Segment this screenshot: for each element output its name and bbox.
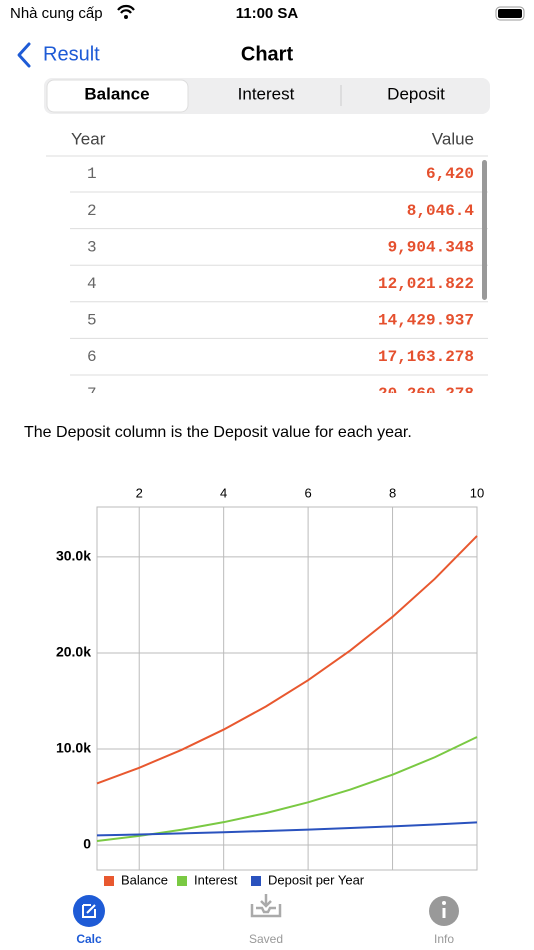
calc-glyph: [82, 904, 96, 918]
year-cell: 1: [87, 165, 97, 183]
scroll-indicator: [482, 160, 487, 300]
x-tick-label: 2: [136, 485, 143, 500]
value-cell: 14,429.937: [378, 312, 474, 330]
segment[interactable]: Deposit: [387, 84, 445, 103]
legend-swatch: [251, 876, 261, 886]
x-tick-label: 6: [304, 485, 311, 500]
table-header: Value: [432, 129, 474, 148]
y-tick-label: 10.0k: [56, 740, 91, 756]
x-tick-label: 8: [389, 485, 396, 500]
saved-icon[interactable]: [250, 894, 282, 918]
battery: [495, 6, 525, 21]
year-cell: 5: [87, 312, 97, 330]
back-chevron[interactable]: [17, 42, 31, 68]
wifi-dot: [124, 15, 128, 19]
y-tick-label: 0: [83, 836, 91, 852]
value-cell: 20,260.278: [378, 385, 474, 403]
value-cell: 6,420: [426, 165, 474, 183]
year-cell: 6: [87, 348, 97, 366]
year-cell: 3: [87, 238, 97, 256]
series-line: [96, 736, 478, 842]
series-line: [96, 535, 478, 785]
y-tick-label: 20.0k: [56, 644, 91, 660]
tab-label[interactable]: Info: [434, 932, 454, 946]
value-cell: 8,046.4: [407, 202, 475, 220]
year-cell: 2: [87, 202, 97, 220]
note: The Deposit column is the Deposit value …: [24, 424, 412, 441]
tab-label[interactable]: Calc: [76, 932, 102, 946]
series-line: [96, 821, 478, 837]
plot-frame: [96, 506, 478, 871]
y-tick-label: 30.0k: [56, 548, 91, 564]
legend-label: Interest: [194, 872, 238, 887]
year-cell: 7: [87, 385, 97, 403]
table-header: Year: [71, 129, 106, 148]
x-tick-label: 10: [470, 485, 484, 500]
info-glyph: [442, 908, 446, 918]
legend-swatch: [104, 876, 114, 886]
segment[interactable]: Balance: [84, 84, 149, 103]
value-cell: 12,021.822: [378, 275, 474, 293]
value-cell: 17,163.278: [378, 348, 474, 366]
info-dot: [442, 901, 446, 905]
legend-label: Deposit per Year: [268, 872, 365, 887]
back-button[interactable]: Result: [43, 43, 100, 65]
segment[interactable]: Interest: [238, 84, 295, 103]
tab-label[interactable]: Saved: [249, 932, 283, 946]
value-cell: 9,904.348: [388, 238, 474, 256]
year-cell: 4: [87, 275, 97, 293]
carrier: Nhà cung cấp: [10, 5, 103, 22]
battery-level: [498, 9, 522, 18]
x-tick-label: 4: [220, 485, 227, 500]
legend-label: Balance: [121, 872, 168, 887]
segment-selected[interactable]: [46, 79, 189, 113]
time: 11:00 SA: [236, 5, 299, 22]
wifi-icon: [117, 4, 135, 14]
nav-title: Chart: [241, 43, 294, 65]
legend-swatch: [177, 876, 187, 886]
